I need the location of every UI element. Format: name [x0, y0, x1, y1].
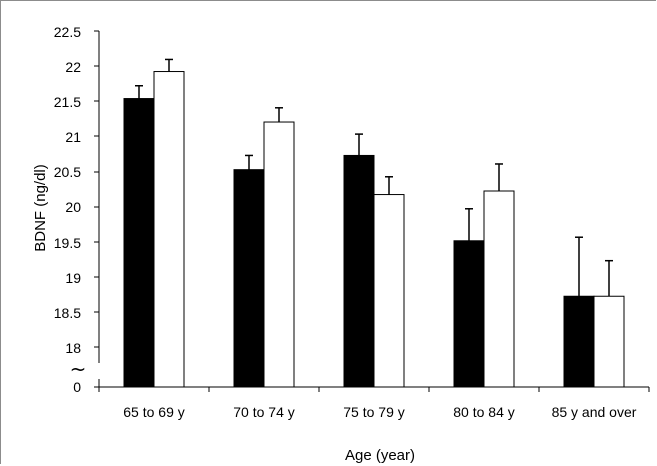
- y-tick-label: 0: [73, 379, 81, 395]
- y-tick-label: 22.5: [54, 24, 81, 40]
- bar-series-1: [343, 154, 375, 388]
- y-axis-title: BDNF (ng/dl): [32, 164, 49, 252]
- y-tick-label: 22: [65, 59, 81, 75]
- plot-area: 65 to 69 y 70 to 74 y 75 to 79 y 80 to 84 y…: [94, 30, 650, 420]
- bar-series-2: [263, 121, 295, 388]
- bar-series-2: [483, 190, 515, 388]
- y-tick-label: 18.5: [54, 305, 81, 321]
- axis-break-mark: ~: [70, 357, 87, 381]
- x-tick-label: 65 to 69 y: [123, 404, 185, 420]
- y-tick-label: 19: [65, 270, 81, 286]
- x-tick-label: 80 to 84 y: [453, 404, 515, 420]
- bar-series-1: [123, 98, 155, 388]
- x-axis-title: Age (year): [345, 447, 415, 464]
- y-tick-label: 20.5: [54, 164, 81, 180]
- y-tick-label: 21.5: [54, 94, 81, 110]
- bar-series-2: [373, 194, 405, 388]
- x-tick-label: 70 to 74 y: [233, 404, 295, 420]
- y-tick-label: 19.5: [54, 235, 81, 251]
- bar-series-2: [153, 71, 185, 388]
- x-tick-label: 85 y and over: [552, 404, 637, 420]
- y-tick-label: 18: [65, 340, 81, 356]
- bar-series-1: [453, 240, 485, 388]
- x-tick-label: 75 to 79 y: [343, 404, 405, 420]
- y-tick-label: 21: [65, 129, 81, 145]
- bar-series-1: [563, 295, 595, 388]
- bar-series-1: [233, 169, 265, 388]
- y-tick-label: 20: [65, 199, 81, 215]
- bar-series-2: [593, 295, 625, 388]
- y-tick-labels: 22.5 22 21.5 21 20.5 20 19.5 19 18.5 18 …: [54, 24, 81, 395]
